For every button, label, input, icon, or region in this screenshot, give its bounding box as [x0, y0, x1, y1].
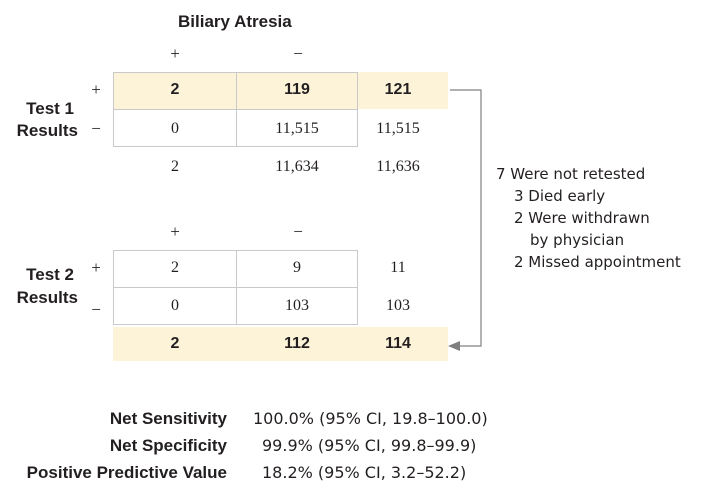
- stat-value-sensitivity: 100.0% (95% CI, 19.8–100.0): [253, 409, 488, 428]
- test2-value-pp: 2: [171, 259, 179, 276]
- test1-total-plus: 2: [171, 158, 179, 175]
- test2-value-m-total: 103: [386, 297, 410, 314]
- test2-value-mm: 103: [285, 297, 309, 314]
- test2-row-sign-minus: −: [91, 300, 101, 319]
- test2-total-plus: 2: [170, 335, 180, 352]
- test1-row-sign-minus: −: [91, 119, 101, 138]
- test1-positive-row-highlight: [113, 72, 448, 109]
- retest-connector-arrow: [448, 89, 482, 351]
- stat-label-sensitivity: Net Sensitivity: [109, 409, 227, 428]
- test1-value-pp: 2: [170, 81, 180, 98]
- test2-grand-total: 114: [385, 335, 411, 352]
- test2-row-sign-plus: +: [91, 258, 101, 277]
- test1-value-mm: 11,515: [275, 120, 319, 137]
- test2-value-mp: 0: [171, 297, 179, 314]
- test2-cell-minus-minus: [236, 287, 358, 325]
- column-sign-plus: +: [170, 44, 180, 63]
- column-sign-plus-2: +: [170, 222, 180, 241]
- column-sign-minus-2: −: [293, 222, 303, 241]
- test2-totals-row-highlight: [113, 327, 448, 361]
- test2-value-p-total: 11: [390, 259, 406, 276]
- stat-value-specificity: 99.9% (95% CI, 99.8–99.9): [262, 436, 477, 455]
- test2-value-pm: 9: [293, 259, 301, 276]
- test1-cell-minus-minus: [236, 109, 358, 147]
- test1-value-p-total: 121: [384, 81, 412, 98]
- retest-note-by-physician: by physician: [530, 231, 625, 249]
- test1-value-m-total: 11,515: [376, 120, 420, 137]
- stat-label-ppv: Positive Predictive Value: [26, 463, 227, 482]
- retest-note-missed: 2 Missed appointment: [514, 253, 681, 271]
- test1-value-pm: 119: [284, 81, 310, 98]
- test1-total-minus: 11,634: [275, 158, 319, 175]
- column-sign-minus: −: [293, 44, 303, 63]
- retest-note-withdrawn: 2 Were withdrawn: [514, 209, 650, 227]
- diagram-title: Biliary Atresia: [178, 12, 292, 31]
- test1-label-line2: Results: [16, 121, 78, 140]
- test1-value-mp: 0: [171, 120, 179, 137]
- test2-label-line1: Test 2: [26, 265, 74, 284]
- test1-grand-total: 11,636: [376, 158, 420, 175]
- stat-label-specificity: Net Specificity: [109, 436, 227, 455]
- retest-note-died: 3 Died early: [514, 187, 606, 205]
- test1-row-sign-plus: +: [91, 80, 101, 99]
- test2-total-minus: 112: [284, 335, 310, 352]
- retest-note-title: 7 Were not retested: [496, 165, 646, 183]
- test1-label-line1: Test 1: [26, 99, 74, 118]
- test2-label-line2: Results: [16, 288, 78, 307]
- stat-value-ppv: 18.2% (95% CI, 3.2–52.2): [262, 463, 467, 482]
